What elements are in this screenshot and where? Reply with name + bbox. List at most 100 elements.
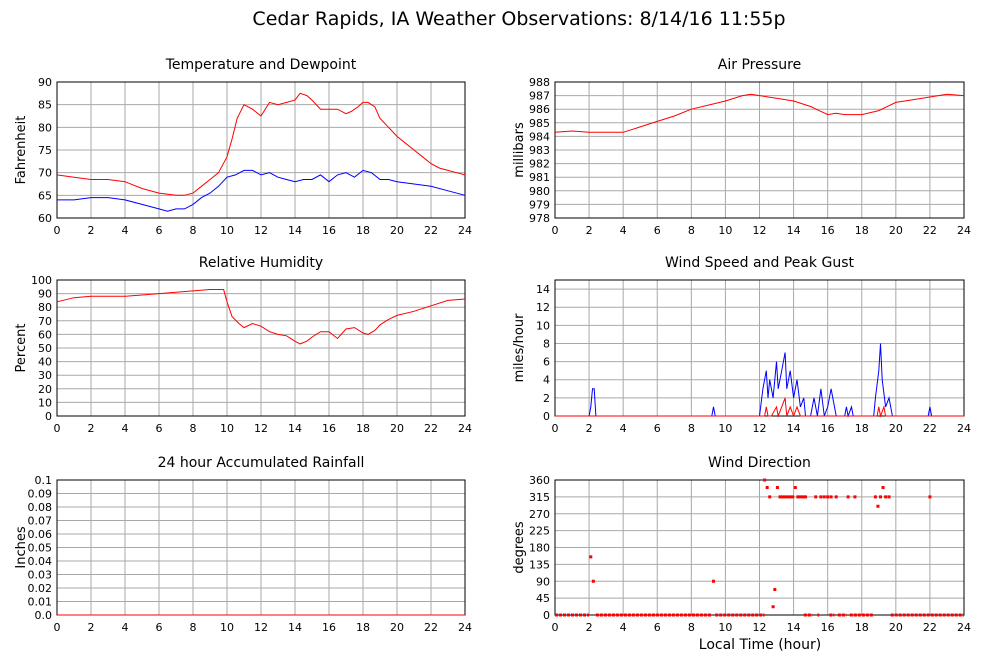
x-tick-label: 16 — [821, 224, 835, 237]
y-tick-label: 987 — [529, 90, 550, 103]
x-tick-label: 8 — [688, 224, 695, 237]
y-tick-label: 225 — [529, 525, 550, 538]
x-tick-label: 12 — [254, 422, 268, 435]
data-point — [765, 486, 769, 489]
y-tick-label: 0.05 — [28, 542, 53, 555]
x-tick-label: 24 — [957, 422, 971, 435]
x-tick-label: 24 — [957, 621, 971, 634]
data-point — [711, 579, 715, 583]
y-tick-label: 60 — [38, 212, 52, 225]
x-tick-label: 16 — [322, 224, 336, 237]
x-tick-label: 24 — [458, 621, 472, 634]
y-axis-label: degrees — [512, 521, 527, 574]
x-tick-label: 16 — [821, 621, 835, 634]
x-tick-label: 18 — [855, 224, 869, 237]
plot-title: Relative Humidity — [199, 255, 323, 271]
y-tick-label: 10 — [38, 396, 52, 409]
series-line — [56, 92, 466, 196]
data-point — [928, 495, 932, 499]
y-tick-label: 986 — [529, 103, 550, 116]
y-tick-label: 270 — [529, 508, 550, 521]
data-point — [591, 579, 595, 583]
y-axis-label: Fahrenheit — [14, 116, 29, 185]
y-tick-label: 315 — [529, 491, 550, 504]
y-tick-label: 85 — [38, 99, 52, 112]
data-point — [783, 495, 787, 499]
x-tick-label: 10 — [718, 621, 732, 634]
y-tick-label: 0.03 — [28, 569, 53, 582]
y-tick-label: 0.09 — [28, 488, 53, 501]
y-tick-label: 20 — [38, 383, 52, 396]
x-tick-label: 20 — [889, 224, 903, 237]
data-point — [873, 495, 877, 499]
plot-frame — [554, 81, 965, 219]
y-tick-label: 80 — [38, 301, 52, 314]
data-point — [881, 486, 885, 489]
x-tick-label: 8 — [190, 224, 197, 237]
x-tick-label: 14 — [288, 422, 302, 435]
y-tick-label: 0 — [543, 410, 550, 423]
plot-title: Wind Speed and Peak Gust — [665, 255, 854, 271]
x-tick-label: 0 — [54, 422, 61, 435]
x-tick-label: 18 — [855, 422, 869, 435]
data-point — [793, 486, 797, 489]
x-tick-label: 10 — [220, 621, 234, 634]
data-point — [804, 495, 808, 499]
y-tick-label: 980 — [529, 185, 550, 198]
y-tick-label: 90 — [38, 76, 52, 89]
x-tick-label: 22 — [424, 224, 438, 237]
x-tick-label: 22 — [923, 422, 937, 435]
x-tick-label: 4 — [620, 621, 627, 634]
x-tick-label: 2 — [586, 422, 593, 435]
y-tick-label: 8 — [543, 337, 550, 350]
y-axis-label: Inches — [14, 526, 29, 568]
x-tick-label: 2 — [88, 422, 95, 435]
y-tick-label: 0.01 — [28, 596, 53, 609]
y-tick-label: 30 — [38, 369, 52, 382]
x-tick-label: 14 — [787, 422, 801, 435]
plots-container: 0 2 4 6 8 10 12 14 16 18 20 22 2460657075808590Tempe… — [14, 57, 971, 634]
x-tick-label: 0 — [552, 422, 559, 435]
x-tick-label: 4 — [620, 422, 627, 435]
y-tick-label: 100 — [31, 274, 52, 287]
x-tick-label: 6 — [156, 224, 163, 237]
y-tick-label: 0.08 — [28, 501, 53, 514]
x-tick-label: 12 — [753, 224, 767, 237]
data-point — [834, 495, 838, 499]
x-tick-label: 6 — [654, 224, 661, 237]
x-tick-label: 20 — [390, 224, 404, 237]
y-tick-label: 50 — [38, 342, 52, 355]
data-point — [826, 495, 830, 499]
x-tick-label: 20 — [889, 422, 903, 435]
plot-title: Temperature and Dewpoint — [165, 57, 357, 73]
x-tick-label: 8 — [190, 422, 197, 435]
data-point — [846, 495, 850, 499]
data-point — [798, 495, 802, 499]
x-tick-label: 12 — [254, 621, 268, 634]
plot-title: Air Pressure — [718, 57, 801, 73]
x-tick-label: 2 — [586, 621, 593, 634]
plot-pressure: 0 2 4 6 8 10 12 14 16 18 20 22 249789799809819829839… — [512, 57, 971, 237]
y-tick-label: 983 — [529, 144, 550, 157]
y-axis-label: miles/hour — [512, 313, 527, 382]
y-tick-label: 0.1 — [35, 474, 53, 487]
data-point — [768, 495, 772, 499]
x-tick-label: 22 — [923, 621, 937, 634]
x-tick-label: 10 — [220, 422, 234, 435]
y-tick-label: 0 — [543, 609, 550, 622]
x-tick-label: 2 — [88, 224, 95, 237]
y-tick-label: 978 — [529, 212, 550, 225]
y-tick-label: 0.02 — [28, 582, 53, 595]
plot-winddir: 0 2 4 6 8 10 12 14 16 18 20 22 240459013518022527031… — [512, 455, 971, 634]
y-tick-label: 0.07 — [28, 515, 53, 528]
x-tick-label: 4 — [620, 224, 627, 237]
x-tick-label: 4 — [122, 224, 129, 237]
y-tick-label: 981 — [529, 171, 550, 184]
x-tick-label: 14 — [288, 621, 302, 634]
plot-frame — [56, 81, 466, 219]
x-tick-label: 2 — [586, 224, 593, 237]
data-point — [781, 495, 785, 499]
x-tick-label: 0 — [54, 621, 61, 634]
x-tick-label: 12 — [254, 224, 268, 237]
